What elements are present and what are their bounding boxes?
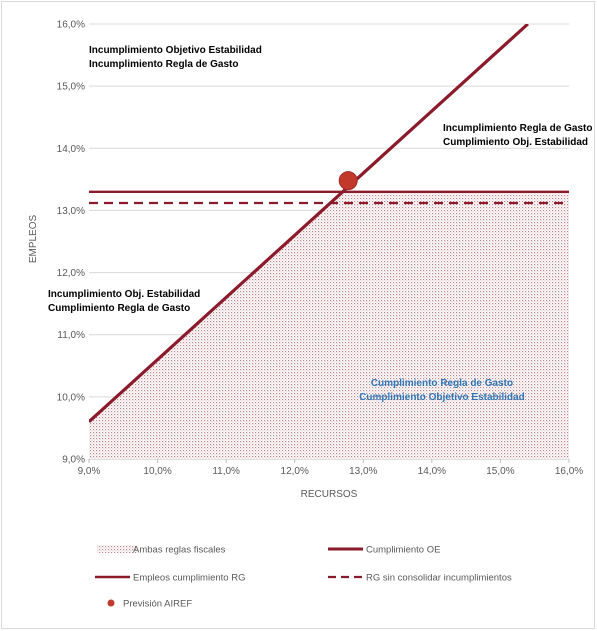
y-tick-label: 12,0% bbox=[57, 268, 85, 279]
y-tick-label: 16,0% bbox=[57, 20, 85, 31]
annotation-text: Cumplimiento Regla de Gasto bbox=[48, 303, 190, 314]
tick-labels: 9,0% 10,0% 11,0% 12,0% 13,0% 14,0% 15,0% 16,0% 9… bbox=[57, 20, 584, 478]
annotation-text: Incumplimiento Regla de Gasto bbox=[89, 59, 238, 70]
x-axis-title: RECURSOS bbox=[301, 489, 358, 500]
series-area-ambas-reglas bbox=[89, 191, 569, 460]
x-tick-label: 13,0% bbox=[349, 466, 377, 477]
annotation-text: Incumplimiento Regla de Gasto bbox=[443, 123, 592, 134]
annotation-text: Incumplimiento Obj. Estabilidad bbox=[48, 289, 200, 300]
line-layer bbox=[89, 24, 569, 423]
x-tick-label: 11,0% bbox=[212, 466, 240, 477]
y-axis-title: EMPLEOS bbox=[28, 215, 39, 264]
y-tick-label: 9,0% bbox=[62, 455, 85, 466]
previsión-airef-point bbox=[338, 171, 358, 191]
y-tick-label: 15,0% bbox=[57, 82, 85, 93]
annotation-text: Cumplimiento Objetivo Estabilidad bbox=[359, 392, 525, 403]
legend-label: Previsión AIREF bbox=[123, 599, 192, 610]
x-tick-label: 10,0% bbox=[143, 466, 171, 477]
legend-label: RG sin consolidar incumplimientos bbox=[366, 573, 512, 584]
y-tick-label: 14,0% bbox=[57, 144, 85, 155]
x-tick-label: 12,0% bbox=[281, 466, 309, 477]
legend: Ambas reglas fiscales Cumplimiento OE Empl… bbox=[95, 545, 512, 610]
y-tick-label: 10,0% bbox=[57, 392, 85, 403]
area-layer bbox=[89, 191, 569, 460]
x-tick-label: 9,0% bbox=[78, 466, 101, 477]
point-layer bbox=[338, 171, 358, 191]
annotations: Incumplimiento Objetivo Estabilidad Incum… bbox=[48, 45, 592, 403]
legend-swatch-area bbox=[97, 545, 137, 553]
y-tick-label: 11,0% bbox=[57, 330, 85, 341]
x-tick-label: 16,0% bbox=[555, 466, 583, 477]
legend-label: Ambas reglas fiscales bbox=[133, 545, 226, 556]
y-tick-label: 13,0% bbox=[57, 206, 85, 217]
legend-label: Cumplimiento OE bbox=[366, 545, 440, 556]
annotation-text: Cumplimiento Regla de Gasto bbox=[371, 378, 513, 389]
legend-swatch-point bbox=[107, 599, 115, 607]
x-tick-label: 14,0% bbox=[418, 466, 446, 477]
series-line-1 bbox=[89, 24, 529, 423]
annotation-text: Cumplimiento Obj. Estabilidad bbox=[443, 137, 588, 148]
legend-label: Empleos cumplimiento RG bbox=[133, 573, 245, 584]
x-tick-label: 15,0% bbox=[486, 466, 514, 477]
annotation-text: Incumplimiento Objetivo Estabilidad bbox=[89, 45, 262, 56]
